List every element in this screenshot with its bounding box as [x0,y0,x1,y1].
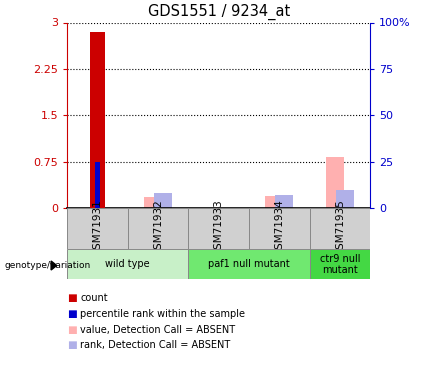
Text: genotype/variation: genotype/variation [4,261,90,270]
Bar [154,193,172,208]
Text: count: count [80,293,108,303]
Text: ■: ■ [67,340,77,350]
Text: GSM71932: GSM71932 [153,200,163,256]
Bar [275,195,293,208]
Text: paf1 null mutant: paf1 null mutant [208,260,290,269]
Bar [188,208,249,249]
Text: wild type: wild type [105,260,150,269]
Title: GDS1551 / 9234_at: GDS1551 / 9234_at [148,3,290,20]
Text: ■: ■ [67,309,77,319]
Bar [67,249,188,279]
Text: ctr9 null
mutant: ctr9 null mutant [320,254,360,275]
Polygon shape [51,261,57,270]
Bar [188,249,310,279]
Text: ■: ■ [67,293,77,303]
Text: GSM71931: GSM71931 [92,200,103,256]
Bar [95,162,100,208]
Text: ■: ■ [67,325,77,334]
Bar [326,158,344,208]
Bar [265,196,284,208]
Text: rank, Detection Call = ABSENT: rank, Detection Call = ABSENT [80,340,230,350]
Text: GSM71933: GSM71933 [213,200,224,256]
Bar [336,190,354,208]
Bar [67,208,128,249]
Bar [310,249,370,279]
Text: GSM71934: GSM71934 [274,200,284,256]
Text: percentile rank within the sample: percentile rank within the sample [80,309,245,319]
Bar [90,32,105,208]
Bar [144,197,162,208]
Text: GSM71935: GSM71935 [335,200,345,256]
Text: value, Detection Call = ABSENT: value, Detection Call = ABSENT [80,325,235,334]
Bar [128,208,188,249]
Bar [249,208,310,249]
Bar [310,208,370,249]
